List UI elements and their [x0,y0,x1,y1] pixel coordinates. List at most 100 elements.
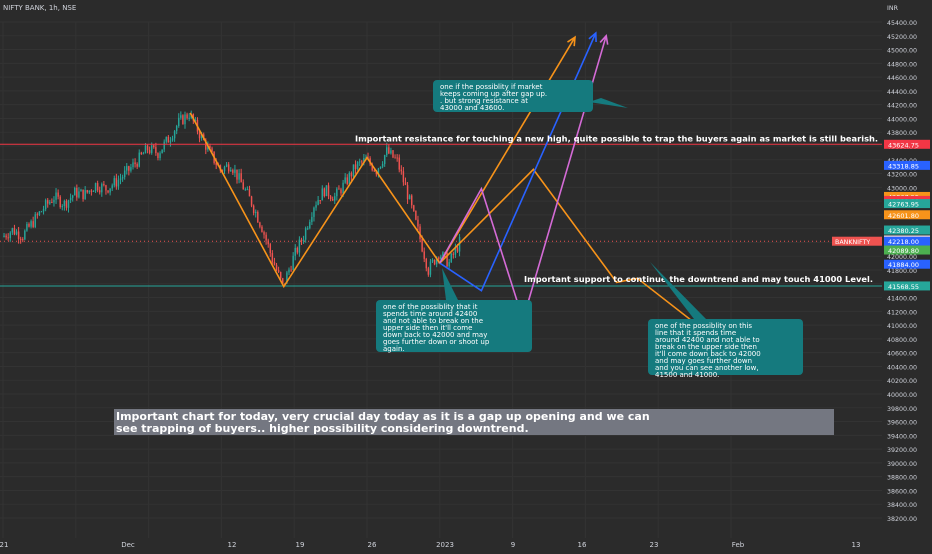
candle-body [431,259,434,262]
callout-line: keeps coming up after gap up. [440,90,547,98]
candle-body [55,192,57,200]
callout-line: one if the possiblity if market [440,83,543,91]
y-tick-label: 43200.00 [887,172,917,179]
candle-body [49,201,51,204]
candle-body [315,204,317,208]
candle-body [309,222,311,229]
candle-body [36,214,39,216]
candle-body [236,169,238,180]
candle-body [171,138,174,141]
path-blue-path [439,32,597,292]
candle-body [227,164,230,172]
candle-body [433,259,436,265]
candle-body [194,119,197,121]
price-tag-label: 41884.00 [888,261,919,269]
candle-body [13,228,16,235]
candle-body [111,185,113,189]
callout-line: one of the possiblity on this [655,322,752,330]
candle-body [130,167,132,171]
candle-body [146,145,149,151]
candle-body [267,240,269,245]
candle-body [386,147,388,156]
y-tick-label: 44400.00 [887,89,917,96]
candle-body [292,255,294,270]
candle-body [96,183,99,191]
price-tag-label: 42089.80 [888,247,919,255]
candle-body [121,177,124,179]
candle-body [92,191,95,193]
candle-body [148,150,151,153]
callout-line: line that it spends time [655,329,736,337]
candle-body [429,261,432,275]
candle-body [402,171,405,183]
banner-background [114,409,834,435]
price-tag [884,259,930,269]
candle-body [126,166,128,171]
callout-line: spends time around 42400 [383,310,477,318]
candle-body [34,214,36,227]
candle-body [296,247,299,253]
candle-body [198,131,201,139]
candle-body [107,190,109,193]
candle-body [435,257,438,265]
candle-body [153,145,155,148]
candle-body [163,141,165,150]
candle-body [207,145,209,150]
y-tick-label: 39000.00 [887,461,917,468]
level-labels: Important resistance for touching a new … [355,133,878,284]
candle-body [329,196,332,199]
currency-label: INR [887,5,899,12]
price-tag-label: 42218.00 [888,238,919,246]
candle-body [59,196,61,208]
candle-body [101,184,103,193]
candle-body [269,244,272,254]
x-tick-label: 2023 [436,541,454,549]
candle-body [404,182,407,186]
x-tick-label: 16 [578,541,587,549]
candle-body [348,172,351,184]
candle-body [165,136,168,142]
candle-body [288,269,290,273]
y-tick-label: 41400.00 [887,296,917,303]
candle-body [19,238,22,240]
y-tick-label: 42000.00 [887,254,917,261]
path-orange-zigzag [189,112,732,352]
x-tick-label: 12 [228,541,237,549]
candle-body [336,188,338,197]
callout-line: one of the possiblity that it [383,303,478,311]
x-tick-label: 9 [511,541,515,549]
banner: Important chart for today, very crucial … [114,409,834,435]
candle-body [28,224,30,227]
candle-body [142,153,145,155]
candle-body [425,258,428,269]
candle-body [450,253,452,263]
price-tag-label: 43624.75 [888,141,919,149]
price-tag-label: 42380.25 [888,227,919,235]
candle-body [381,163,384,167]
candle-body [302,239,305,242]
y-axis: INR 45400.00 45200.00 45000.00 44800.00 44600… [832,0,932,550]
y-tick-label: 45200.00 [887,34,917,41]
y-tick-label: 45400.00 [887,20,917,27]
y-tick-label: 44200.00 [887,103,917,110]
candle-body [275,264,278,271]
y-tick-label: 43800.00 [887,130,917,137]
y-tick-label: 40600.00 [887,351,917,358]
candle-body [371,164,373,171]
y-tick-label: 41800.00 [887,268,917,275]
candle-body [254,212,257,214]
candle-body [71,195,74,198]
candle-body [7,237,9,239]
candle-body [232,170,234,173]
callout-line: upper side then it'll come [383,324,472,332]
candle-body [182,115,184,125]
candle-body [240,173,242,183]
x-tick-label: Dec [121,541,135,549]
callout-pointer [589,98,628,108]
candle-body [211,148,213,152]
callout-box [433,80,593,112]
candle-body [273,262,276,265]
